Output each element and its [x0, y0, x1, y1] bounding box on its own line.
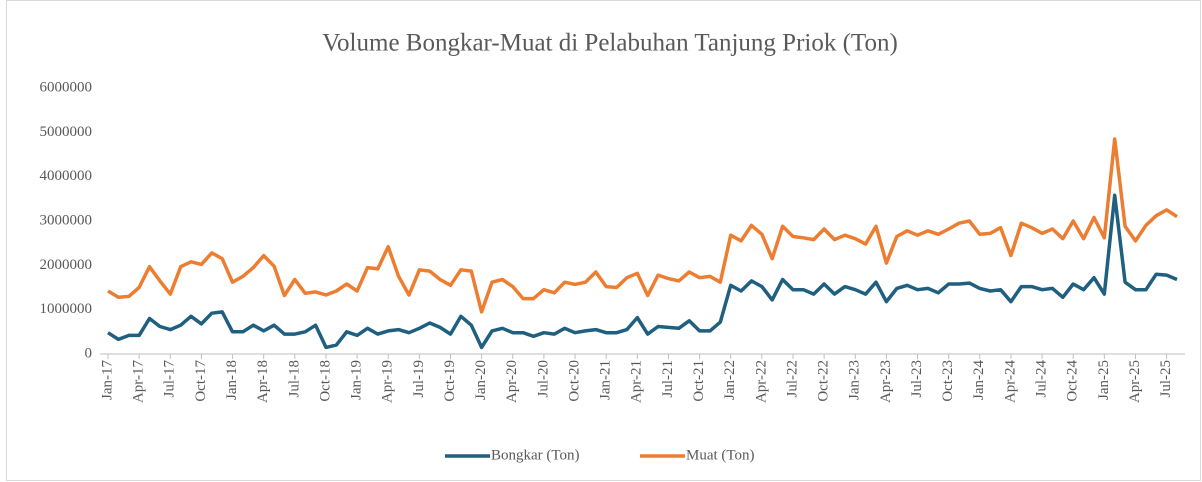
x-tick-label: Jul-18: [286, 360, 302, 398]
series-line: [107, 137, 1178, 314]
x-tick-label: Oct-18: [317, 360, 333, 402]
x-tick-label: Jul-23: [909, 360, 925, 398]
x-tick-label: Apr-21: [629, 360, 645, 403]
x-tick-label: Jul-22: [784, 360, 800, 398]
legend-label: Muat (Ton): [686, 447, 755, 463]
y-tick-label: 5000000: [40, 124, 93, 140]
y-tick-label: 0: [85, 345, 93, 361]
x-tick-label: Jan-22: [722, 360, 738, 400]
x-tick-label: Jan-24: [971, 360, 987, 400]
legend-label: Bongkar (Ton): [491, 447, 580, 463]
x-tick-label: Apr-22: [753, 360, 769, 403]
x-tick-label: Oct-21: [691, 360, 707, 402]
x-tick-label: Jul-20: [535, 360, 551, 398]
y-tick-label: 4000000: [40, 168, 93, 184]
x-tick-label: Apr-17: [131, 360, 147, 404]
x-tick-label: Apr-18: [255, 360, 271, 403]
x-tick-label: Jan-17: [99, 360, 115, 400]
x-tick-label: Apr-20: [504, 360, 520, 403]
x-tick-label: Jan-18: [224, 360, 240, 400]
x-tick-label: Oct-17: [193, 360, 209, 402]
x-tick-label: Apr-24: [1002, 360, 1018, 404]
x-tick-label: Jan-21: [598, 360, 614, 400]
x-tick-label: Jan-25: [1096, 360, 1112, 400]
x-tick-label: Jul-25: [1158, 360, 1174, 398]
x-tick-label: Apr-19: [380, 360, 396, 403]
y-tick-label: 1000000: [40, 301, 93, 317]
x-tick-label: Jul-24: [1034, 360, 1050, 398]
chart-border: [6, 0, 1201, 481]
x-tick-label: Oct-24: [1065, 360, 1081, 402]
x-tick-label: Oct-19: [442, 360, 458, 402]
series-line: [107, 193, 1178, 350]
x-tick-label: Apr-23: [878, 360, 894, 403]
x-tick-label: Jan-23: [847, 360, 863, 400]
x-tick-label: Apr-25: [1127, 360, 1143, 403]
chart-title: Volume Bongkar-Muat di Pelabuhan Tanjung…: [322, 30, 898, 57]
x-tick-label: Oct-22: [816, 360, 832, 402]
x-tick-label: Oct-23: [940, 360, 956, 402]
x-tick-label: Jul-21: [660, 360, 676, 398]
x-tick-label: Oct-20: [566, 360, 582, 402]
x-tick-label: Jan-19: [349, 360, 365, 400]
y-tick-label: 3000000: [40, 212, 93, 228]
x-tick-label: Jul-17: [162, 360, 178, 398]
x-tick-label: Jul-19: [411, 360, 427, 398]
y-tick-label: 6000000: [40, 79, 93, 95]
y-tick-label: 2000000: [40, 257, 93, 273]
x-tick-label: Jan-20: [473, 360, 489, 400]
